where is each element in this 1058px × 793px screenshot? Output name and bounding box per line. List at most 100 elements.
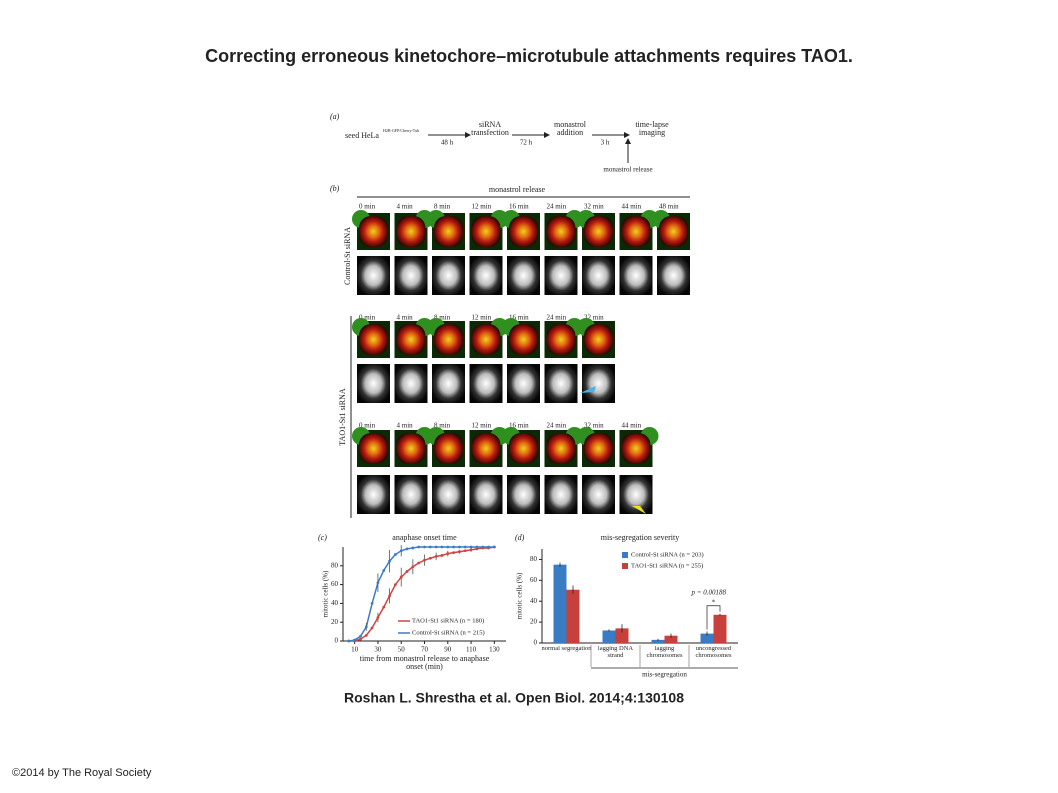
micrograph-cell xyxy=(584,324,613,355)
series-marker xyxy=(388,559,391,563)
x-axis-label: time from monastrol release to anaphase … xyxy=(359,655,490,672)
time-label: 44 min xyxy=(622,203,642,211)
time-label: 4 min xyxy=(397,203,414,211)
y-tick-label: 40 xyxy=(331,599,339,607)
micrograph-cell xyxy=(471,433,501,464)
series-marker xyxy=(487,545,490,549)
series-marker xyxy=(481,545,485,549)
series-marker xyxy=(440,545,444,549)
flow-step: monastrol addition xyxy=(554,121,586,137)
micrograph-gray xyxy=(657,256,690,295)
slide-title: Correcting erroneous kinetochore–microtu… xyxy=(205,46,853,66)
time-label: 8 min xyxy=(434,203,451,211)
series-marker xyxy=(376,581,380,585)
micrograph-gray xyxy=(619,256,653,295)
time-label: 0 min xyxy=(359,422,376,430)
micrograph-cell xyxy=(471,324,501,355)
x-tick-label: uncongressed chromosomes xyxy=(695,646,732,659)
micrograph-gray xyxy=(469,256,503,295)
y-axis-label: mitotic cells (%) xyxy=(322,570,330,617)
series-marker xyxy=(434,555,438,558)
series-marker xyxy=(405,547,409,551)
y-tick-label: 60 xyxy=(530,576,538,584)
micrograph-gray xyxy=(357,256,390,295)
series-marker xyxy=(458,550,461,554)
x-tick-label: 30 xyxy=(374,646,382,654)
series-marker xyxy=(469,548,473,552)
time-label: 8 min xyxy=(434,422,451,430)
bar xyxy=(700,633,714,643)
series-marker xyxy=(446,552,450,555)
legend-label: Control-St siRNA (n = 203) xyxy=(631,551,704,558)
copyright: ©2014 by The Royal Society xyxy=(12,767,152,779)
micrograph-cell xyxy=(434,324,463,355)
micrograph-cell xyxy=(659,216,688,247)
time-label: 24 min xyxy=(547,314,567,322)
time-label: 12 min xyxy=(472,203,492,211)
legend-swatch xyxy=(622,552,628,558)
micrograph-cell xyxy=(584,216,613,247)
y-tick-label: 60 xyxy=(331,580,339,588)
legend-label: Control-St siRNA (n = 215) xyxy=(412,629,485,636)
legend-swatch xyxy=(622,563,628,569)
series-marker xyxy=(417,545,421,549)
micrograph-gray xyxy=(507,364,540,403)
micrograph-cell xyxy=(546,216,576,247)
x-tick-label: normal segregation xyxy=(542,646,592,652)
micrograph-gray xyxy=(432,364,465,403)
micrograph-gray xyxy=(394,256,428,295)
series-marker xyxy=(370,602,374,605)
micrograph-gray xyxy=(432,256,465,295)
series-marker xyxy=(428,556,432,560)
x-tick-label: 130 xyxy=(489,646,500,654)
x-tick-label: uncongressed chromosomes xyxy=(695,646,732,659)
micrograph-cell xyxy=(509,216,538,247)
micrograph-cell xyxy=(359,324,388,355)
row-label: TAO1-St1 siRNA xyxy=(338,388,347,446)
series-marker xyxy=(376,616,380,619)
time-label: 48 min xyxy=(659,203,679,211)
x-tick-label: lagging DNA strand xyxy=(598,646,633,659)
chart-title: mis-segregation severity xyxy=(601,533,679,542)
micrograph-cell xyxy=(509,433,538,464)
flow-time: 48 h xyxy=(441,139,454,147)
micrograph-gray xyxy=(544,475,578,514)
series-line xyxy=(348,546,495,642)
micrograph-gray xyxy=(507,256,540,295)
series-marker xyxy=(382,569,386,572)
flow-step: time-lapse imaging xyxy=(635,121,669,138)
series-marker xyxy=(423,545,426,549)
micrograph-cell xyxy=(396,216,426,247)
micrograph-cell xyxy=(546,433,576,464)
x-tick-label: 110 xyxy=(466,646,477,654)
micrograph-gray xyxy=(357,475,390,514)
series-marker xyxy=(469,545,473,549)
series-marker xyxy=(382,605,386,609)
y-tick-label: 20 xyxy=(530,618,538,626)
time-label: 16 min xyxy=(509,203,529,211)
series-marker xyxy=(463,545,467,549)
series-marker xyxy=(423,558,426,562)
time-label: 4 min xyxy=(397,314,414,322)
series-marker xyxy=(452,545,456,549)
y-tick-label: 20 xyxy=(331,618,339,626)
citation: Roshan L. Shrestha et al. Open Biol. 201… xyxy=(344,690,684,706)
x-tick-label: lagging chromosomes xyxy=(646,646,682,659)
micrograph-cell xyxy=(396,324,426,355)
y-tick-label: 0 xyxy=(534,639,538,647)
series-marker xyxy=(428,545,432,549)
micrograph-gray xyxy=(544,364,578,403)
time-label: 0 min xyxy=(359,203,376,211)
x-tick-label: 70 xyxy=(421,646,429,654)
micrograph-cell xyxy=(509,324,538,355)
legend-label: TAO1-St1 siRNA (n = 255) xyxy=(631,562,703,569)
series-marker xyxy=(405,570,409,573)
panel-label: (b) xyxy=(330,184,340,193)
legend-label: TAO1-St1 siRNA (n = 180) xyxy=(412,617,484,624)
series-marker xyxy=(446,545,450,549)
time-label: 12 min xyxy=(472,314,492,322)
flow-step: time-lapse imaging xyxy=(635,121,669,138)
series-marker xyxy=(475,545,479,549)
time-label: 4 min xyxy=(397,422,414,430)
